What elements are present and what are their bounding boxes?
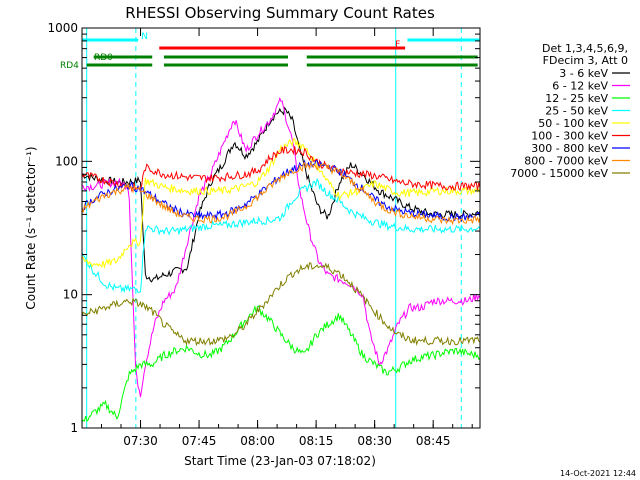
y-tick-label: 10 — [63, 288, 78, 302]
legend-entry-label: 50 - 100 keV — [538, 117, 608, 130]
series-line-3 — [81, 177, 481, 294]
legend: RD0 RD4 Det 1,3,4,5,6,9,FDecim 3, Att 03 -… — [60, 42, 630, 180]
x-axis-label: Start Time (23-Jan-03 07:18:02) — [184, 454, 376, 468]
x-tick-label: 08:00 — [240, 434, 275, 448]
series-line-8 — [81, 262, 481, 347]
y-tick-label: 1000 — [47, 21, 78, 35]
y-tick-label: 100 — [55, 154, 78, 168]
series-line-5 — [81, 145, 481, 193]
x-axis: 07:30 07:45 08:00 08:15 08:30 08:45 — [101, 28, 473, 448]
legend-entry-label: 25 - 50 keV — [545, 105, 608, 118]
x-tick-label: 08:15 — [299, 434, 334, 448]
x-tick-label: 07:45 — [182, 434, 217, 448]
series-line-2 — [81, 305, 481, 423]
decim-flag-label-RD4: RD4 — [60, 61, 79, 71]
legend-entry-label: 100 - 300 keV — [531, 130, 608, 143]
legend-entry-label: 800 - 7000 keV — [524, 155, 608, 168]
legend-header: FDecim 3, Att 0 — [543, 54, 628, 67]
plot-area: NF — [81, 28, 481, 428]
series-line-0 — [81, 106, 481, 283]
legend-entry-label: 6 - 12 keV — [552, 80, 608, 93]
x-tick-label: 07:30 — [123, 434, 158, 448]
attenuator-flag-label-N: N — [141, 32, 148, 42]
plot-frame — [81, 27, 481, 429]
series-line-4 — [81, 138, 481, 269]
y-axis: 1 10 100 1000 — [47, 21, 480, 435]
series-line-1 — [81, 96, 481, 398]
legend-entry-label: 12 - 25 keV — [545, 92, 608, 105]
decim-flag-label-RD0: RD0 — [94, 53, 113, 63]
y-axis-label: Count Rate (s⁻¹ detector⁻¹) — [24, 146, 38, 309]
attenuator-flag-label-F: F — [395, 40, 400, 50]
y-tick-label: 1 — [70, 421, 78, 435]
x-tick-label: 08:30 — [357, 434, 392, 448]
legend-header: Det 1,3,4,5,6,9, — [542, 42, 628, 55]
legend-entry-label: 7000 - 15000 keV — [510, 167, 608, 180]
series-line-7 — [81, 161, 481, 226]
legend-entry-label: 3 - 6 keV — [559, 67, 608, 80]
chart-title: RHESSI Observing Summary Count Rates — [125, 4, 435, 22]
x-tick-label: 08:45 — [416, 434, 451, 448]
timestamp: 14-Oct-2021 12:44 — [560, 469, 636, 478]
legend-entry-label: 300 - 800 keV — [531, 142, 608, 155]
